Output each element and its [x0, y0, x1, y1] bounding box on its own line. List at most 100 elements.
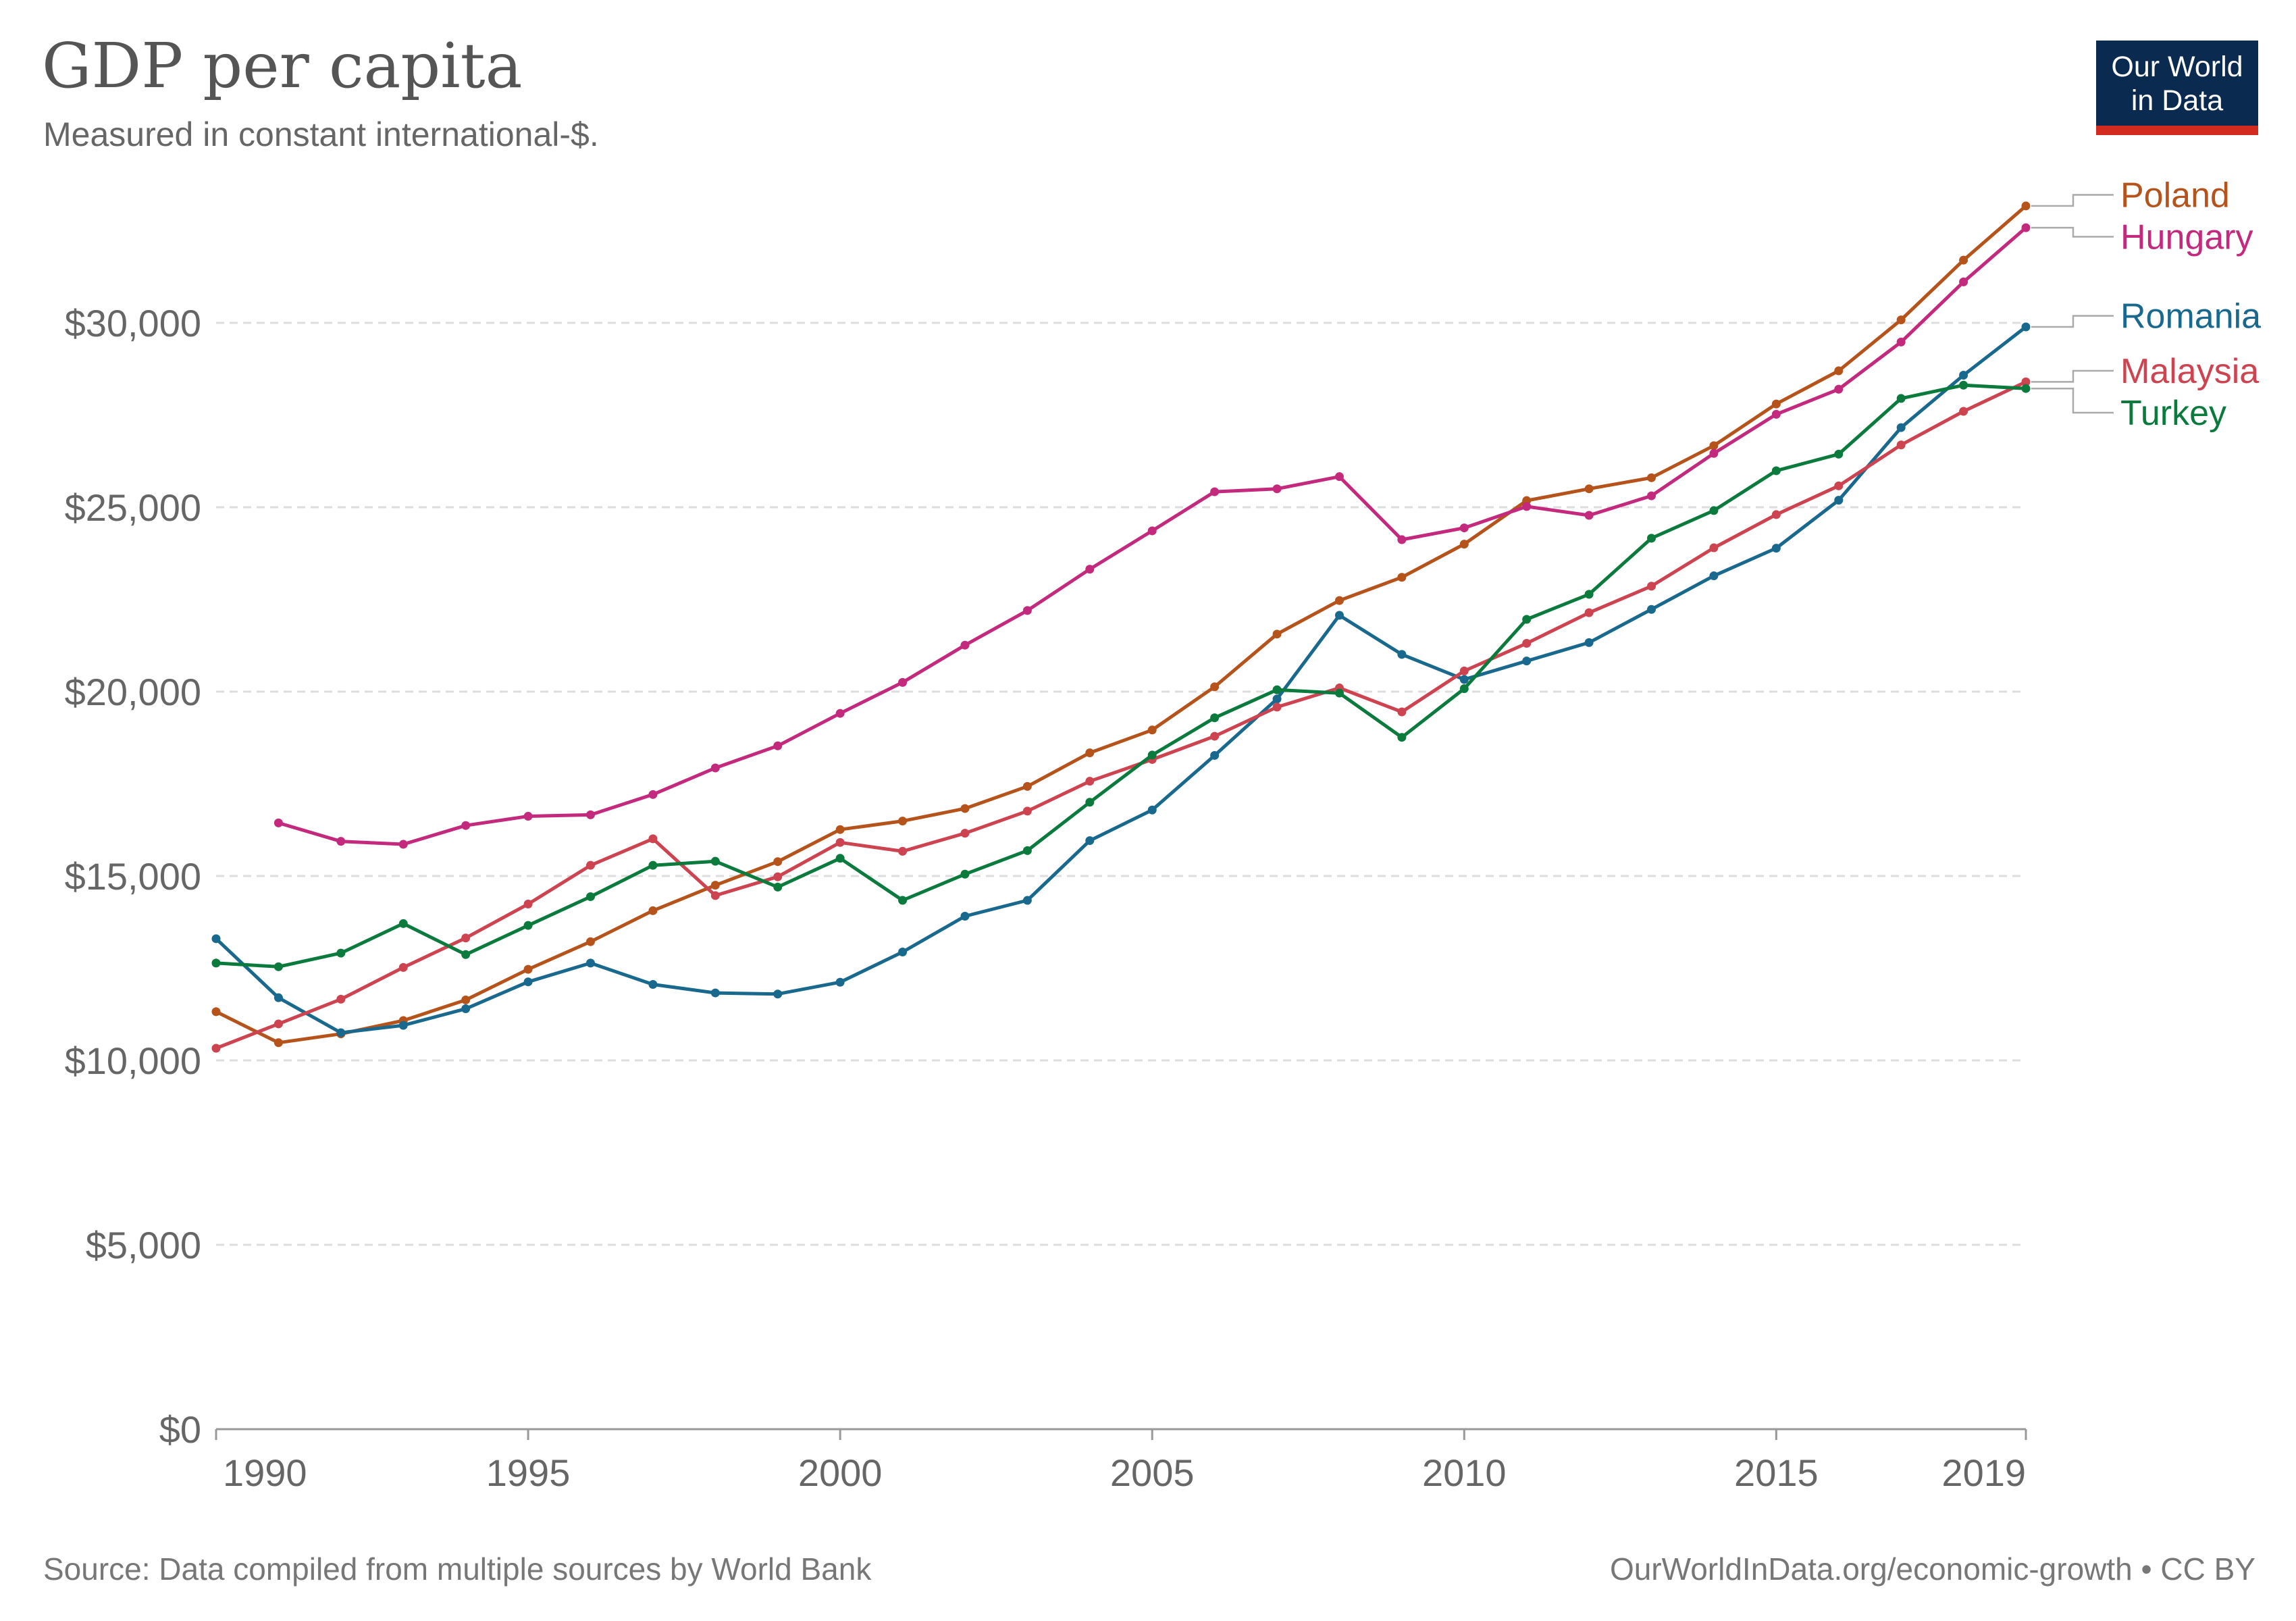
data-point [336, 994, 346, 1004]
data-point [398, 962, 408, 972]
data-point [1147, 526, 1157, 536]
data-point [1896, 423, 1906, 432]
chart-subtitle: Measured in constant international-$. [43, 115, 599, 153]
data-point [336, 1028, 346, 1037]
y-tick-label: $30,000 [65, 302, 201, 344]
legend-label-turkey: Turkey [2120, 394, 2226, 433]
data-point [773, 882, 783, 892]
data-point [1522, 657, 1532, 666]
data-point [1272, 702, 1282, 712]
data-point [1771, 399, 1781, 409]
credit-link[interactable]: OurWorldInData.org/economic-growth • CC … [1609, 1551, 2255, 1587]
axis-layer: $0 $5,000 $10,000 $15,000 $20,000 $25,000 $30,… [65, 302, 2027, 1494]
data-point [898, 677, 908, 687]
data-point [523, 977, 533, 987]
y-tick-label: $5,000 [86, 1224, 201, 1266]
data-point [1584, 511, 1594, 520]
data-point [1834, 449, 1844, 459]
source-note: Source: Data compiled from multiple sour… [43, 1551, 872, 1587]
data-point [1334, 596, 1344, 605]
data-point [1522, 615, 1532, 624]
data-point [461, 950, 471, 959]
data-point [1584, 484, 1594, 494]
legend-label-poland: Poland [2120, 176, 2230, 215]
data-point [835, 854, 845, 863]
x-tick-label: 2015 [1734, 1451, 1819, 1494]
y-tick-label: $15,000 [65, 855, 201, 898]
data-point [1085, 565, 1095, 574]
data-point [461, 995, 471, 1004]
data-point [1397, 535, 1407, 544]
data-point [211, 1007, 221, 1017]
data-point [1896, 315, 1906, 325]
owid-logo[interactable]: Our World in Data [2096, 41, 2258, 135]
data-point [211, 958, 221, 968]
data-point [710, 856, 720, 866]
data-point [1959, 380, 1968, 390]
label-connector [2031, 369, 2114, 383]
data-point [1459, 675, 1469, 684]
data-point [1647, 582, 1656, 591]
data-point [648, 790, 658, 799]
data-point [960, 804, 970, 813]
data-point [273, 1019, 283, 1029]
data-point [1834, 481, 1844, 490]
data-point [1272, 685, 1282, 694]
data-point [1647, 473, 1656, 482]
data-point [710, 881, 720, 890]
data-point [1896, 440, 1906, 450]
data-point [1771, 466, 1781, 475]
data-point [1896, 394, 1906, 403]
y-tick-label: $20,000 [65, 671, 201, 713]
series-hungary [273, 223, 2031, 849]
y-tick-label: $10,000 [65, 1039, 201, 1082]
data-point [1834, 384, 1844, 394]
data-point [1272, 629, 1282, 639]
data-point [1272, 694, 1282, 704]
data-point [773, 872, 783, 881]
x-tick-label: 1995 [486, 1451, 571, 1494]
data-point [273, 993, 283, 1002]
data-point [1147, 750, 1157, 760]
data-point [336, 837, 346, 846]
logo-line-1: Our World [2111, 51, 2243, 83]
data-point [1147, 805, 1157, 815]
data-point [1709, 448, 1719, 458]
data-point [1397, 707, 1407, 717]
y-tick-label: $25,000 [65, 486, 201, 529]
y-tick-label: $0 [159, 1408, 201, 1451]
data-point [648, 834, 658, 844]
data-point [1584, 608, 1594, 617]
grid-layer [216, 321, 2026, 1246]
data-point [1771, 510, 1781, 519]
data-point [1210, 487, 1220, 496]
logo-accent-bar [2096, 126, 2258, 135]
data-point [648, 860, 658, 870]
data-point [1334, 472, 1344, 482]
data-point [710, 891, 720, 900]
data-point [1959, 407, 1968, 416]
data-point [960, 640, 970, 650]
data-point [835, 838, 845, 847]
data-point [523, 921, 533, 930]
data-point [1397, 733, 1407, 742]
data-point [1210, 750, 1220, 760]
data-point [1147, 725, 1157, 735]
data-point [773, 857, 783, 867]
x-tick-label: 2010 [1422, 1451, 1507, 1494]
chart-title: GDP per capita [42, 30, 523, 102]
series-turkey [211, 380, 2031, 971]
data-point [1210, 731, 1220, 741]
data-point [585, 892, 595, 902]
legend-label-malaysia: Malaysia [2120, 352, 2259, 391]
data-point [1022, 806, 1032, 816]
data-point [336, 948, 346, 958]
data-point [1709, 506, 1719, 515]
data-point [710, 988, 720, 998]
data-point [1085, 748, 1095, 758]
data-point [1584, 638, 1594, 647]
data-point [523, 899, 533, 908]
data-point [1022, 781, 1032, 791]
data-point [1771, 409, 1781, 419]
data-point [211, 934, 221, 944]
